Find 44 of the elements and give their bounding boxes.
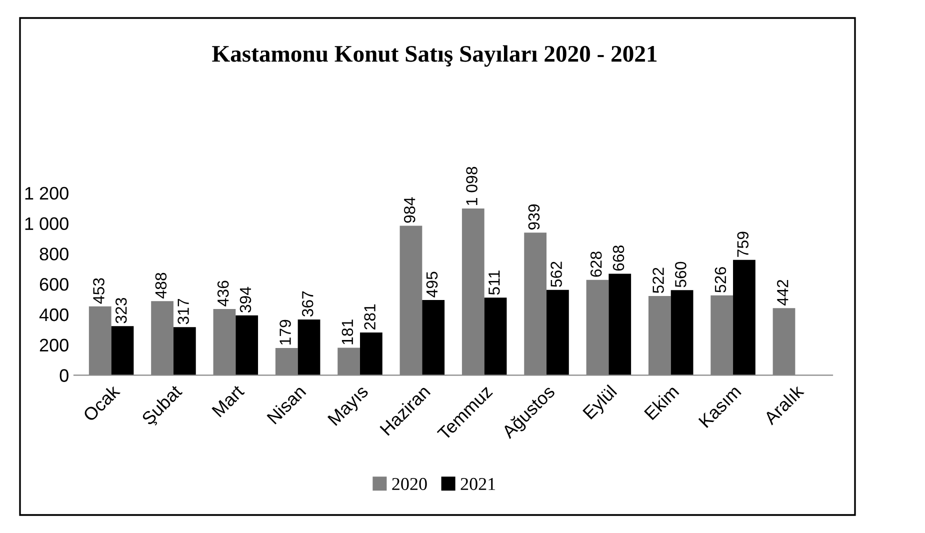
bar <box>546 290 569 376</box>
data-label: 179 <box>280 320 291 345</box>
data-label: 526 <box>714 267 726 292</box>
chart-title: Kastamonu Konut Satış Sayıları 2020 - 2021 <box>212 45 657 67</box>
data-label: 1 098 <box>466 166 478 205</box>
data-label: 984 <box>404 197 416 223</box>
data-label: 453 <box>93 278 104 304</box>
data-label: 281 <box>364 304 376 330</box>
bar <box>173 327 196 376</box>
data-label: 628 <box>590 252 602 277</box>
data-label: 668 <box>612 246 624 271</box>
data-label: 939 <box>528 204 540 230</box>
y-tick-label: 1 000 <box>25 217 68 230</box>
bar <box>236 315 258 376</box>
bar <box>360 332 382 376</box>
legend-label: 2021 <box>460 478 496 490</box>
data-label: 522 <box>652 268 664 294</box>
bar <box>670 290 694 376</box>
y-tick-label: 200 <box>40 338 68 352</box>
data-label: 323 <box>115 298 127 324</box>
bar <box>608 274 632 376</box>
data-label: 560 <box>675 262 686 288</box>
legend-label: 2020 <box>392 478 427 490</box>
data-label: 442 <box>776 280 788 306</box>
y-tick-label: 400 <box>39 308 68 322</box>
data-label: 317 <box>178 298 189 324</box>
bar <box>298 319 320 376</box>
data-label: 511 <box>488 270 500 295</box>
data-label: 436 <box>217 280 229 306</box>
bar <box>733 260 756 376</box>
bar <box>484 298 507 376</box>
data-label: 488 <box>155 272 167 298</box>
data-label: 181 <box>342 320 354 344</box>
data-label: 759 <box>737 232 749 257</box>
bar <box>422 300 445 376</box>
bar <box>111 326 134 376</box>
data-label: 562 <box>550 262 562 287</box>
data-label: 367 <box>302 291 314 317</box>
data-label: 495 <box>426 272 438 298</box>
y-tick-label: 1 200 <box>25 186 68 200</box>
y-tick-label: 0 <box>60 369 68 382</box>
y-tick-label: 800 <box>40 248 68 260</box>
data-label: 394 <box>240 286 252 312</box>
y-tick-label: 600 <box>40 278 68 291</box>
